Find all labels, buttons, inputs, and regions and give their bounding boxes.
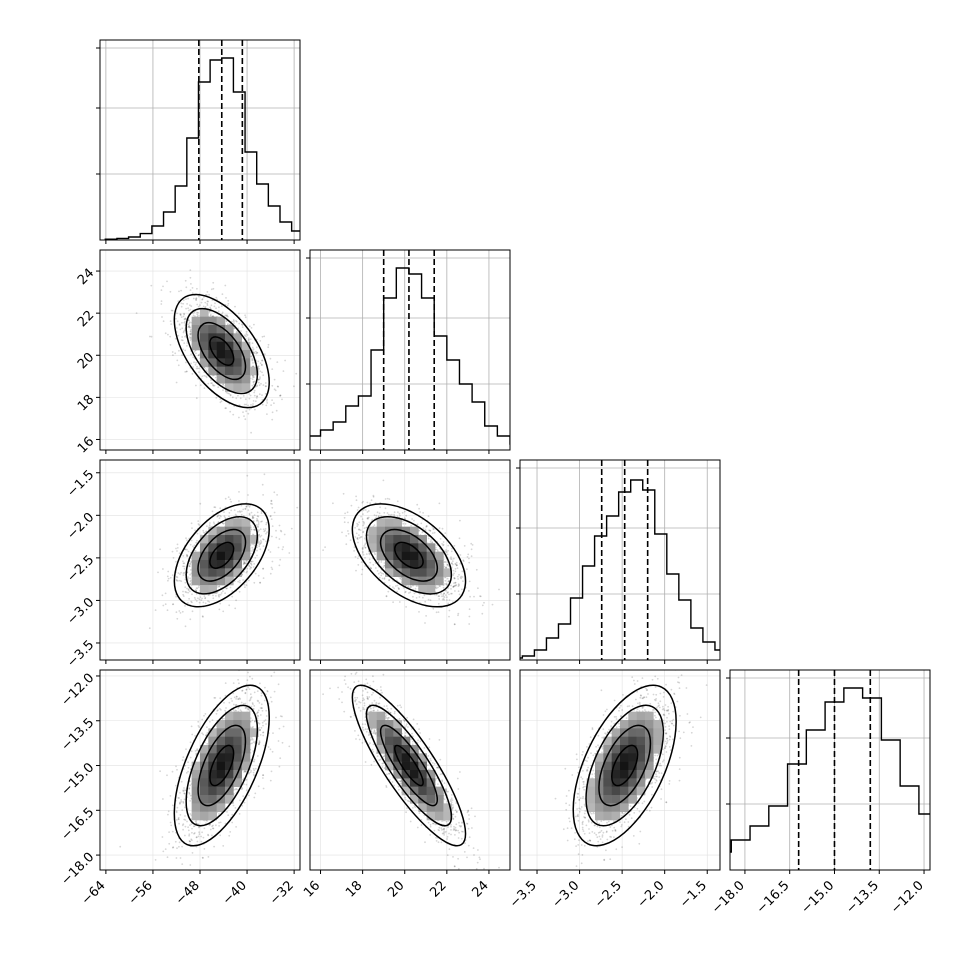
x-tick-label: −56 xyxy=(126,878,156,908)
y-tick-label: 16 xyxy=(75,434,97,456)
density-squares xyxy=(191,518,259,594)
contour-level-4 xyxy=(173,684,270,847)
contour-level-3 xyxy=(365,704,453,827)
density-squares xyxy=(191,308,259,392)
panel-1-1 xyxy=(306,249,511,454)
y-tick-label: 20 xyxy=(75,350,97,372)
contour-level-4 xyxy=(351,684,467,847)
contour-level-4 xyxy=(351,503,467,608)
panel-2-1 xyxy=(309,459,511,664)
y-tick-label: −13.5 xyxy=(59,715,98,754)
x-tick-label: 20 xyxy=(385,878,407,900)
y-tick-label: −16.5 xyxy=(59,805,98,844)
x-tick-label: −40 xyxy=(220,878,250,908)
x-tick-label: −3.5 xyxy=(507,878,540,911)
panel-frame xyxy=(309,459,511,661)
contour-level-4 xyxy=(173,503,270,608)
y-tick-label: −2.0 xyxy=(64,510,97,543)
x-tick-label: −3.0 xyxy=(549,878,582,911)
panel-frame xyxy=(729,669,931,871)
contour-level-2 xyxy=(197,724,247,807)
panel-frame xyxy=(519,459,721,661)
x-tick-label: −2.0 xyxy=(635,878,668,911)
y-tick-label: −3.0 xyxy=(64,595,97,628)
contour-level-1 xyxy=(611,744,639,787)
contour-level-4 xyxy=(173,293,270,409)
x-tick-label: 24 xyxy=(469,878,491,900)
panel-3-1: 16 18 20 22 24 xyxy=(301,669,511,901)
contour-level-3 xyxy=(185,307,259,395)
contour-level-3 xyxy=(185,515,259,595)
y-tick-label: 18 xyxy=(75,392,97,414)
x-tick-label: 22 xyxy=(427,878,449,900)
y-tick-label: −3.5 xyxy=(64,638,97,671)
y-tick-label: −15.0 xyxy=(59,760,98,799)
x-tick-label: −16.5 xyxy=(754,878,793,917)
x-tick-label: −32 xyxy=(267,878,297,908)
x-tick-label: 16 xyxy=(301,878,323,900)
contour-level-3 xyxy=(185,704,259,827)
panel-1-0: 16 18 20 22 24 xyxy=(75,249,301,456)
contour-level-3 xyxy=(365,515,453,595)
panel-2-0: −3.5 −3.0 −2.5 −2.0 −1.5 xyxy=(64,459,301,671)
y-tick-label: −12.0 xyxy=(59,671,98,710)
panel-3-2: −3.5 −3.0 −2.5 −2.0 −1.5 xyxy=(507,669,721,911)
y-tick-label: −2.5 xyxy=(64,553,97,586)
panel-frame xyxy=(309,669,511,871)
contour-level-4 xyxy=(572,684,677,847)
contour-level-2 xyxy=(598,724,652,807)
y-tick-label: 22 xyxy=(75,308,97,330)
x-tick-label: −48 xyxy=(173,878,203,908)
contour-level-1 xyxy=(394,744,424,787)
x-tick-label: −13.5 xyxy=(843,878,882,917)
contour-level-1 xyxy=(209,541,235,569)
contour-level-3 xyxy=(585,704,665,827)
x-tick-label: −15.0 xyxy=(799,878,838,917)
contour-level-2 xyxy=(379,528,438,582)
x-tick-label: −1.5 xyxy=(677,878,710,911)
y-tick-label: 24 xyxy=(75,266,97,288)
x-tick-label: −18.0 xyxy=(709,878,748,917)
panel-0-0 xyxy=(96,39,301,244)
panel-frame xyxy=(309,249,511,451)
panel-2-2 xyxy=(516,459,721,664)
contour-level-1 xyxy=(209,336,235,366)
panel-3-0: −18.0 −16.5 −15.0 −13.5 −12.0 −64 −56 −48 −40 −32 xyxy=(59,669,301,908)
contour-level-2 xyxy=(197,528,247,582)
contour-level-1 xyxy=(209,744,235,787)
y-tick-label: −1.5 xyxy=(64,467,97,500)
panel-frame xyxy=(519,669,721,871)
contour-level-2 xyxy=(197,322,247,381)
density-squares xyxy=(368,711,452,821)
density-squares xyxy=(368,518,452,594)
panel-3-3: −18.0 −16.5 −15.0 −13.5 −12.0 xyxy=(709,669,931,917)
x-tick-label: 18 xyxy=(343,878,365,900)
histogram-step xyxy=(730,687,930,853)
x-tick-label: −64 xyxy=(79,878,109,908)
x-tick-label: −2.5 xyxy=(592,878,625,911)
contour-level-1 xyxy=(394,541,424,569)
contour-level-2 xyxy=(379,724,438,807)
x-tick-label: −12.0 xyxy=(888,878,927,917)
y-tick-label: −18.0 xyxy=(59,850,98,889)
